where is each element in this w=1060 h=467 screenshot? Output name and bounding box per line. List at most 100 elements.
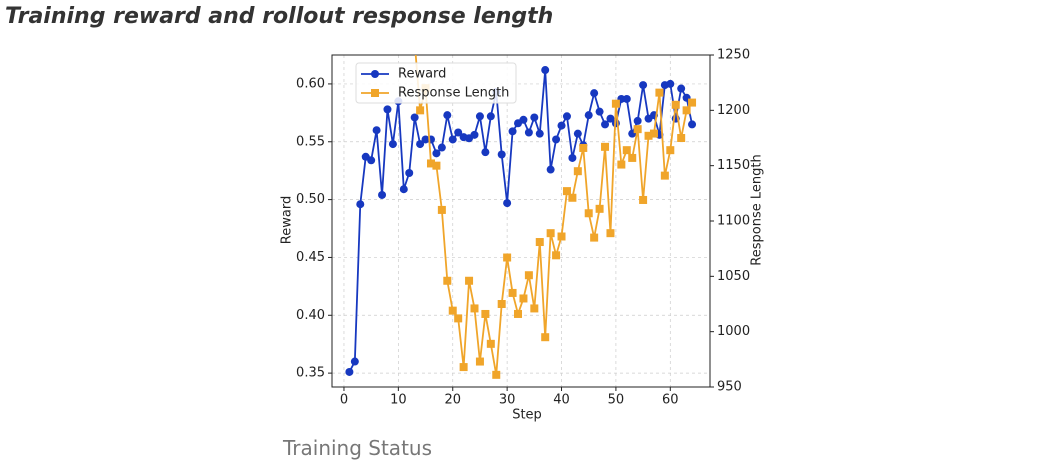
data-point	[492, 370, 501, 379]
data-point	[503, 199, 512, 208]
series-line	[348, 69, 693, 373]
data-point	[568, 153, 577, 162]
data-point	[503, 253, 512, 262]
data-point	[628, 153, 637, 162]
x-tick-label: 60	[662, 393, 679, 408]
data-point	[606, 114, 615, 123]
data-point	[514, 309, 523, 318]
data-point	[383, 105, 392, 114]
data-point	[497, 300, 506, 308]
data-point	[622, 146, 631, 155]
data-point	[481, 148, 490, 157]
data-point	[660, 171, 669, 180]
data-point	[454, 128, 463, 137]
legend-marker	[371, 70, 379, 78]
data-point	[426, 159, 435, 168]
plot-frame	[331, 54, 711, 388]
y2-tick-label: 950	[717, 380, 742, 395]
data-point	[595, 107, 604, 116]
legend-label: Response Length	[398, 86, 509, 101]
y-axis-label: Reward	[280, 196, 295, 244]
data-point	[388, 140, 397, 149]
data-point	[557, 232, 566, 241]
data-point	[682, 106, 691, 115]
data-point	[535, 129, 544, 138]
data-point	[541, 66, 550, 75]
data-point	[405, 168, 414, 177]
data-point	[546, 229, 555, 238]
x-tick-label: 50	[608, 393, 625, 408]
legend-box	[355, 62, 517, 104]
data-point	[459, 363, 468, 372]
data-point	[622, 94, 631, 103]
data-point	[416, 106, 425, 115]
data-point	[666, 146, 675, 155]
data-point	[595, 204, 604, 213]
data-point	[552, 135, 561, 144]
data-point	[399, 185, 408, 194]
data-point	[530, 304, 539, 313]
data-point	[345, 367, 354, 376]
data-point	[524, 271, 533, 280]
data-point	[671, 100, 680, 109]
data-point	[486, 339, 495, 348]
data-point	[437, 143, 446, 152]
data-point	[649, 129, 658, 138]
data-point	[573, 167, 582, 176]
data-point	[573, 129, 582, 138]
data-point	[590, 233, 599, 242]
section-label: Training Status	[283, 436, 433, 460]
y-tick-label: 0.35	[296, 366, 325, 381]
data-point	[470, 304, 479, 313]
data-point	[437, 205, 446, 214]
data-point	[508, 288, 517, 297]
data-point	[601, 142, 610, 151]
y-tick-label: 0.55	[296, 134, 325, 149]
data-point	[617, 160, 626, 169]
y-tick-label: 0.40	[296, 308, 325, 323]
y-tick-label: 0.60	[296, 76, 325, 91]
data-point	[519, 294, 528, 303]
data-point	[562, 112, 571, 121]
data-point	[411, 38, 419, 46]
y2-tick-label: 1150	[717, 158, 750, 173]
series-line	[414, 55, 693, 375]
data-point	[524, 128, 533, 137]
data-point	[677, 84, 686, 93]
legend-label: Reward	[398, 67, 446, 82]
data-point	[611, 99, 620, 108]
data-point	[546, 165, 555, 174]
data-point	[601, 120, 610, 129]
x-tick-label: 20	[444, 393, 461, 408]
data-point	[486, 112, 495, 121]
data-point	[655, 88, 664, 97]
data-point	[475, 357, 484, 366]
data-point	[372, 126, 381, 135]
data-point	[579, 143, 588, 152]
data-point	[475, 112, 484, 121]
data-point	[378, 190, 387, 199]
y-tick-label: 0.50	[296, 192, 325, 207]
data-point	[508, 127, 517, 136]
data-point	[688, 98, 697, 107]
data-point	[448, 306, 457, 315]
y2-tick-label: 1050	[717, 269, 750, 284]
data-point	[443, 276, 452, 285]
data-point	[644, 131, 653, 140]
y2-tick-label: 1100	[717, 214, 750, 229]
data-point	[535, 238, 544, 247]
data-point	[639, 195, 648, 204]
data-point	[633, 125, 642, 134]
y-tick-label: 0.45	[296, 250, 325, 265]
data-point	[432, 149, 441, 158]
data-point	[552, 251, 561, 260]
y2-tick-label: 1000	[717, 324, 750, 339]
y2-tick-label: 1250	[717, 48, 750, 63]
page-title: Training reward and rollout response len…	[5, 4, 554, 29]
data-point	[367, 156, 376, 165]
x-axis-label: Step	[512, 408, 542, 423]
y2-axis-label: Response Length	[750, 154, 765, 265]
data-point	[530, 113, 539, 122]
